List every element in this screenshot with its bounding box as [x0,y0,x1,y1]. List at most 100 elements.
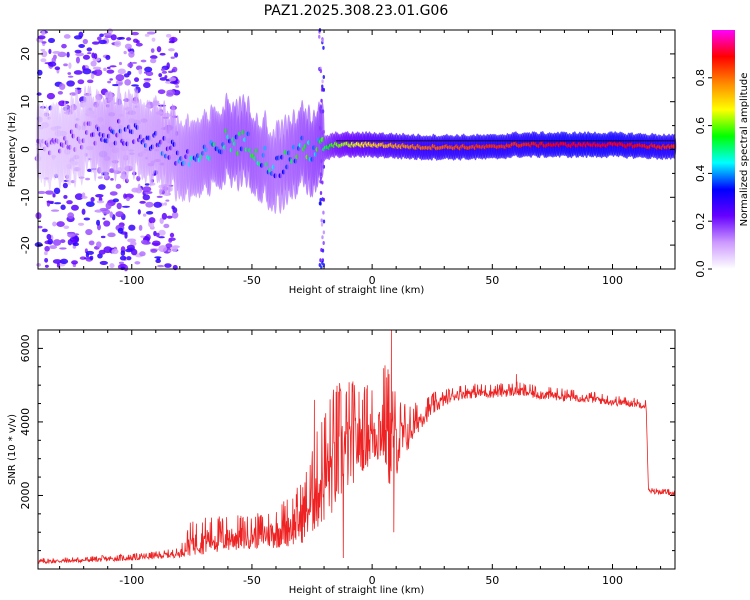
y-tick-label: -20 [19,236,32,254]
heatmap-cell [156,46,162,53]
heatmap-cell [83,217,91,221]
heatmap-cell [67,72,72,75]
heatmap-cell [111,248,119,255]
heatmap-cell [151,37,156,42]
heatmap-cell [74,49,82,54]
heatmap-cell [81,192,86,198]
heatmap-cell [59,247,67,250]
heatmap-cell [71,260,78,265]
y-tick-label: 2000 [19,481,32,509]
heatmap-cell [145,210,154,215]
x-tick-label: 100 [602,274,623,287]
heatmap-cell [318,34,321,39]
heatmap-cell [99,33,104,38]
heatmap-cell [95,193,104,198]
heatmap-cell [115,74,125,82]
y-tick-label: 6000 [19,334,32,362]
heatmap-cell [37,225,43,229]
heatmap-cell [52,193,56,198]
y-tick-label: -10 [19,188,32,206]
heatmap-cell [319,197,322,202]
heatmap-cell [321,79,324,84]
x-tick-label: -50 [243,574,261,587]
heatmap-cell [75,56,80,64]
heatmap-cell [89,255,94,261]
heatmap-cell [107,80,112,84]
heatmap-cell [168,238,173,243]
heatmap-cell [120,250,126,256]
heatmap-cell [117,227,124,234]
heatmap-cell [159,77,167,81]
heatmap-cell [158,245,168,253]
heatmap-cell [166,215,173,219]
heatmap-cell [96,200,105,204]
heatmap-cell [86,168,92,172]
heatmap-cell [118,261,124,265]
heatmap-cell [320,218,323,223]
heatmap-cell [127,62,134,68]
heatmap-cell [123,50,127,55]
heatmap-cell [57,91,63,95]
heatmap-cell [93,69,103,76]
heatmap-cell [114,40,122,47]
heatmap-cell [105,54,111,60]
heatmap-cell [81,208,86,215]
heatmap-cell [139,251,146,257]
spectrogram-x-ticks: -100 -50 0 50 100 [59,30,662,287]
heatmap-cell [54,66,61,71]
heatmap-cell [150,55,158,60]
heatmap-cell [103,246,113,254]
heatmap-cell [153,230,157,237]
heatmap-cell [121,205,131,208]
heatmap-cell [40,48,46,52]
heatmap-cell [85,177,91,181]
heatmap-cell [52,221,57,227]
heatmap-cell [158,188,162,195]
x-tick-label: -100 [119,274,144,287]
heatmap-cell [318,262,322,267]
heatmap-cell [53,187,61,195]
heatmap-cell [143,82,151,89]
heatmap-cell [109,65,117,68]
heatmap-cell [158,236,165,239]
chart-title: PAZ1.2025.308.23.01.G06 [264,3,449,19]
heatmap-cell [82,38,88,45]
heatmap-cell [138,224,143,231]
heatmap-cell [131,187,139,193]
heatmap-cell [110,34,117,41]
heatmap-cell [145,201,154,208]
heatmap-cell [168,40,175,44]
heatmap-cell [117,68,126,75]
heatmap-cell [52,239,62,246]
heatmap-cell [156,195,163,198]
spectrogram-y-ticks: -20 -10 0 10 20 [19,29,675,270]
heatmap-cell [62,182,68,189]
snr-series-line [37,329,676,565]
heatmap-cell [63,63,68,67]
heatmap-cell [143,78,152,81]
spectrogram-y-axis-label: Frequency (Hz) [7,112,18,188]
heatmap-cell [53,202,62,205]
heatmap-cell [166,89,176,96]
heatmap-cell [126,37,132,41]
heatmap-cell [47,37,56,44]
heatmap-cell [45,190,54,195]
x-tick-label: 50 [485,574,499,587]
heatmap-cell [73,70,83,75]
heatmap-cell [163,223,170,229]
heatmap-cell [321,235,324,240]
snr-x-axis-label: Height of straight line (km) [289,585,425,596]
heatmap-cell [102,217,106,220]
heatmap-cell [98,184,106,190]
colorbar: 0.0 0.2 0.4 0.6 0.8 Normalized spectral ampl… [694,30,750,278]
heatmap-cell [34,242,43,248]
heatmap-cell [119,255,127,261]
heatmap-cell [112,198,120,203]
heatmap-cell [319,190,323,195]
heatmap-cell [134,261,141,265]
heatmap-cell [103,67,107,72]
heatmap-cell [165,243,173,249]
heatmap-cell [85,250,94,255]
heatmap-cell [131,61,138,64]
heatmap-cell [322,197,326,202]
